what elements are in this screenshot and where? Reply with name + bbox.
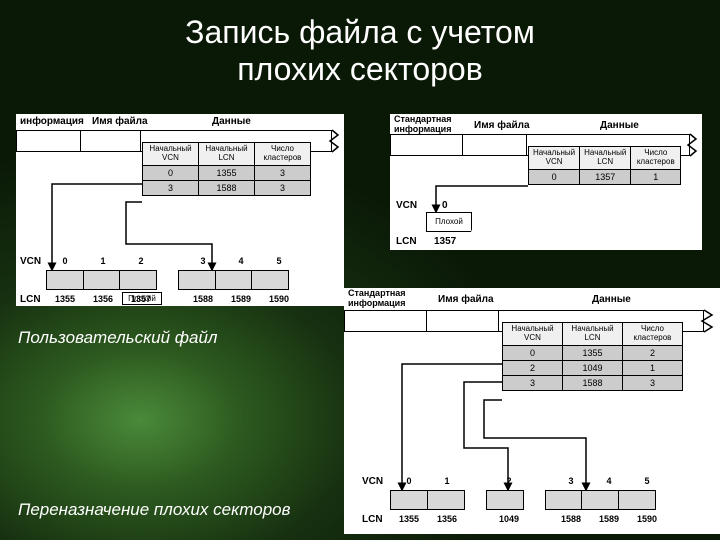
caption-badlist: Список плохих секторов bbox=[470, 223, 668, 243]
hdr-name2: Имя файла bbox=[474, 120, 530, 131]
hdr-data2: Данные bbox=[600, 120, 639, 131]
lbl-vcn: VCN bbox=[20, 256, 41, 267]
caption-reassign: Переназначение плохих секторов bbox=[18, 500, 291, 520]
hdr-data: Данные bbox=[212, 116, 251, 127]
hdr-name: Имя файла bbox=[92, 116, 148, 127]
slide-title: Запись файла с учетомплохих секторов bbox=[0, 0, 720, 96]
panel-reassign: Стандартная информация Имя файла Данные … bbox=[344, 288, 720, 534]
col-vcn: НачальныйVCN bbox=[143, 143, 199, 166]
hdr-std: Стандартная bbox=[394, 114, 452, 124]
col-lcn: НачальныйLCN bbox=[199, 143, 255, 166]
runs-table-1: НачальныйVCN НачальныйLCN Числокластеров… bbox=[142, 142, 311, 196]
hdr-info2: информация bbox=[394, 124, 451, 134]
lbl-lcn: LCN bbox=[20, 294, 41, 305]
hdr-info: информация bbox=[20, 116, 84, 127]
panel-user-file: информация Имя файла Данные НачальныйVCN… bbox=[16, 114, 344, 306]
runs-table-2: НачальныйVCN НачальныйLCN Числокластеров… bbox=[528, 146, 681, 185]
caption-user: Пользовательский файл bbox=[18, 328, 217, 348]
col-cnt: Числокластеров bbox=[255, 143, 311, 166]
runs-table-3: НачальныйVCN НачальныйLCN Числокластеров… bbox=[502, 322, 683, 391]
